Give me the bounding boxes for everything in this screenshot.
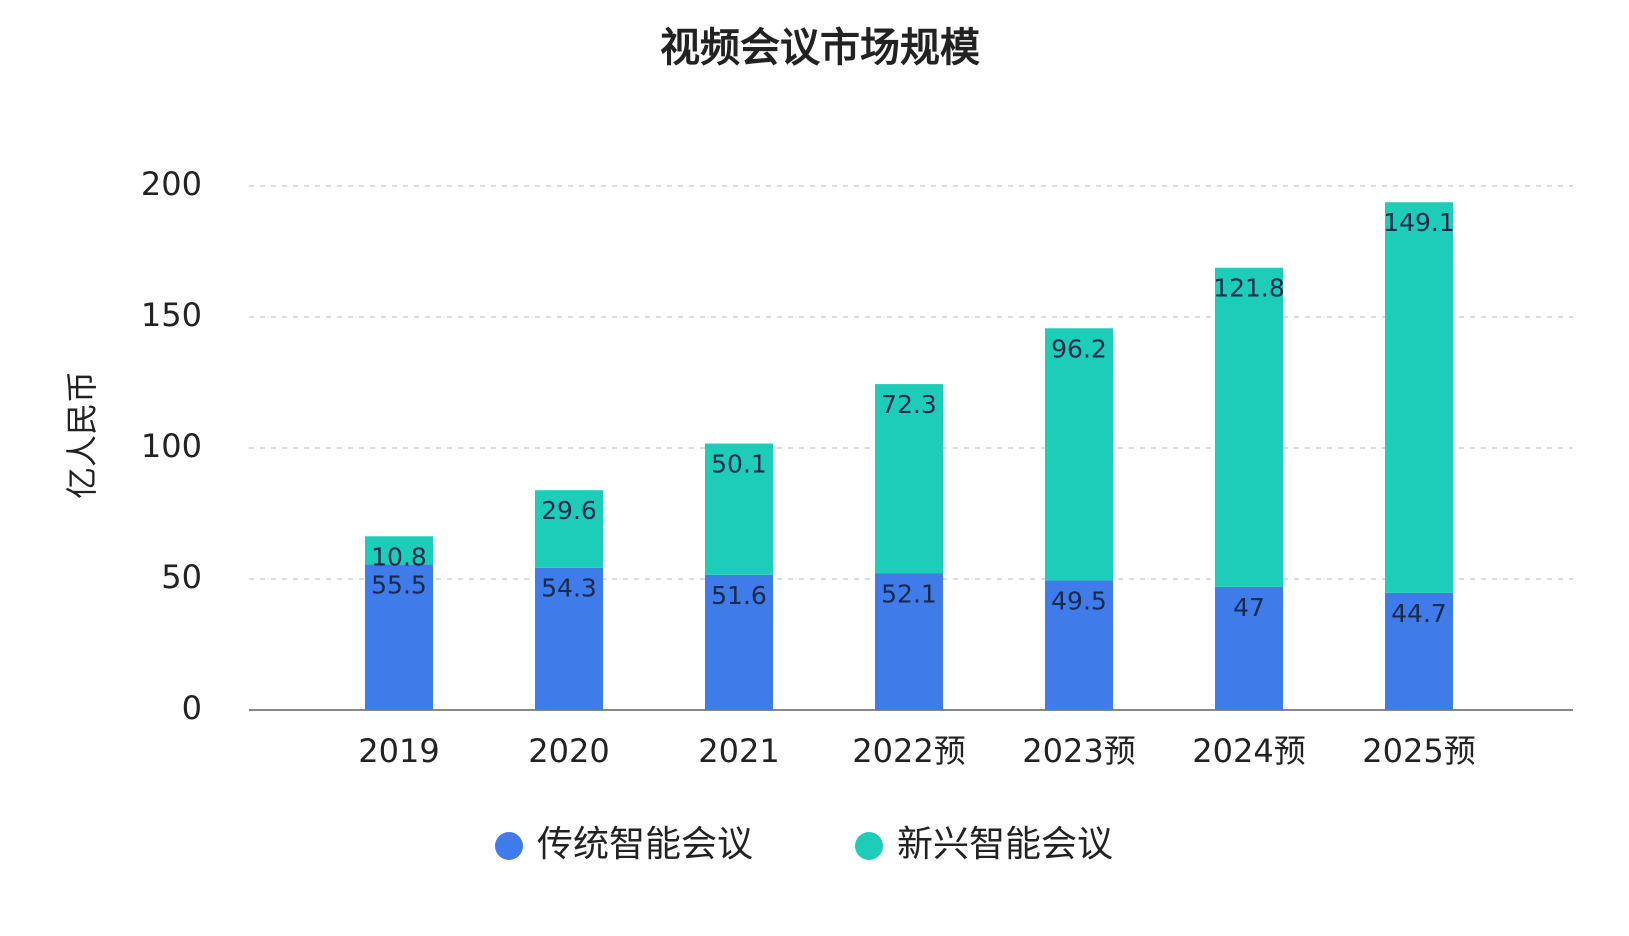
bar-segment — [365, 536, 433, 565]
y-tick-label: 200 — [141, 165, 202, 203]
data-label: 49.5 — [1051, 586, 1107, 615]
y-tick-label: 150 — [141, 296, 202, 334]
x-tick-label: 2023预 — [1022, 732, 1135, 770]
y-tick-label: 0 — [182, 689, 202, 727]
bar-segment — [875, 384, 943, 574]
bar-segment — [1385, 592, 1453, 710]
data-label: 121.8 — [1213, 274, 1285, 303]
bar-segment — [1045, 328, 1113, 581]
bar-segment — [1215, 586, 1283, 710]
x-tick-label: 2020 — [528, 732, 609, 770]
data-label: 149.1 — [1383, 208, 1455, 237]
bar-segment — [1385, 202, 1453, 593]
data-label: 51.6 — [711, 581, 767, 610]
bar-segment — [365, 564, 433, 710]
legend-marker — [855, 832, 883, 860]
legend-label: 传统智能会议 — [537, 824, 753, 865]
x-tick-label: 2024预 — [1192, 732, 1305, 770]
data-label: 29.6 — [541, 496, 597, 525]
legend-marker — [495, 832, 523, 860]
chart-title: 视频会议市场规模 — [660, 25, 980, 71]
data-label: 10.8 — [371, 542, 427, 571]
data-label: 96.2 — [1051, 334, 1107, 363]
x-tick-label: 2021 — [698, 732, 779, 770]
data-label: 72.3 — [881, 390, 937, 419]
data-label: 52.1 — [881, 579, 937, 608]
x-tick-label: 2025预 — [1362, 732, 1475, 770]
data-label: 50.1 — [711, 450, 767, 479]
bar-segment — [705, 443, 773, 575]
y-axis-label: 亿人民币 — [63, 371, 101, 499]
y-tick-label: 100 — [141, 427, 202, 465]
bar-segment — [535, 567, 603, 710]
x-tick-label: 2019 — [358, 732, 439, 770]
data-label: 44.7 — [1391, 599, 1447, 628]
bar-segment — [1215, 267, 1283, 587]
bar-segment — [535, 490, 603, 568]
bar-segment — [705, 574, 773, 710]
legend-label: 新兴智能会议 — [897, 824, 1113, 865]
data-label: 54.3 — [541, 574, 597, 603]
data-label: 55.5 — [371, 571, 427, 600]
y-tick-label: 50 — [161, 558, 202, 596]
bar-segment — [875, 573, 943, 710]
bar-segment — [1045, 580, 1113, 710]
x-tick-label: 2022预 — [852, 732, 965, 770]
data-label: 47 — [1233, 593, 1265, 622]
